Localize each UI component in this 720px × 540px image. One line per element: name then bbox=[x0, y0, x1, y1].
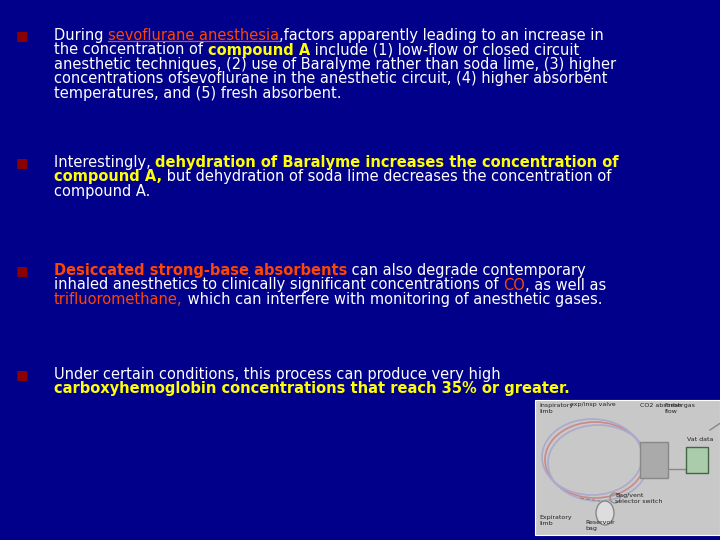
Ellipse shape bbox=[596, 501, 614, 525]
Text: dehydration of Baralyme increases the concentration of: dehydration of Baralyme increases the co… bbox=[156, 155, 619, 170]
Text: ■: ■ bbox=[16, 30, 28, 43]
Text: CO: CO bbox=[503, 278, 525, 293]
Text: trifluoromethane,: trifluoromethane, bbox=[54, 292, 182, 307]
Text: ■: ■ bbox=[16, 265, 28, 278]
Text: CO2 absorber: CO2 absorber bbox=[640, 403, 683, 408]
Text: Expiratory
limb: Expiratory limb bbox=[539, 515, 572, 526]
Text: Desiccated strong-base absorbents: Desiccated strong-base absorbents bbox=[54, 263, 347, 278]
Text: concentrations ofsevoflurane in the anesthetic circuit, (4) higher absorbent: concentrations ofsevoflurane in the anes… bbox=[54, 71, 608, 86]
Text: Fresh gas
flow: Fresh gas flow bbox=[665, 403, 695, 414]
Bar bbox=[640, 442, 668, 478]
Text: Reservoir
bag: Reservoir bag bbox=[585, 520, 615, 531]
Text: Vat data: Vat data bbox=[687, 437, 714, 442]
Text: anesthetic techniques, (2) use of Baralyme rather than soda lime, (3) higher: anesthetic techniques, (2) use of Baraly… bbox=[54, 57, 616, 72]
Text: include (1) low-flow or closed circuit: include (1) low-flow or closed circuit bbox=[310, 43, 579, 57]
Bar bbox=[535, 400, 720, 535]
Text: , as well as: , as well as bbox=[525, 278, 606, 293]
Text: During: During bbox=[54, 28, 108, 43]
Text: Interestingly,: Interestingly, bbox=[54, 155, 156, 170]
Text: can also degrade contemporary: can also degrade contemporary bbox=[347, 263, 586, 278]
Text: the concentration of: the concentration of bbox=[54, 43, 207, 57]
Text: compound A,: compound A, bbox=[54, 170, 162, 185]
Text: sevoflurane anesthesia: sevoflurane anesthesia bbox=[108, 28, 279, 43]
Text: temperatures, and (5) fresh absorbent.: temperatures, and (5) fresh absorbent. bbox=[54, 86, 341, 101]
Text: but dehydration of soda lime decreases the concentration of: but dehydration of soda lime decreases t… bbox=[162, 170, 611, 185]
Text: Under certain conditions, this process can produce very high: Under certain conditions, this process c… bbox=[54, 367, 500, 382]
Text: compound A: compound A bbox=[207, 43, 310, 57]
Text: ■: ■ bbox=[16, 368, 28, 381]
Text: inhaled anesthetics to clinically significant concentrations of: inhaled anesthetics to clinically signif… bbox=[54, 278, 503, 293]
Bar bbox=[686, 447, 708, 473]
Text: Inspiratory
limb: Inspiratory limb bbox=[539, 403, 573, 414]
Text: ,factors apparently leading to an increase in: ,factors apparently leading to an increa… bbox=[279, 28, 604, 43]
Text: compound A.: compound A. bbox=[54, 184, 150, 199]
Text: which can interfere with monitoring of anesthetic gases.: which can interfere with monitoring of a… bbox=[182, 292, 602, 307]
Text: carboxyhemoglobin concentrations that reach 35% or greater.: carboxyhemoglobin concentrations that re… bbox=[54, 381, 570, 396]
Text: ■: ■ bbox=[16, 157, 28, 170]
Text: Bag/vent
selector switch: Bag/vent selector switch bbox=[615, 493, 662, 504]
Text: exp/insp valve: exp/insp valve bbox=[570, 402, 616, 407]
